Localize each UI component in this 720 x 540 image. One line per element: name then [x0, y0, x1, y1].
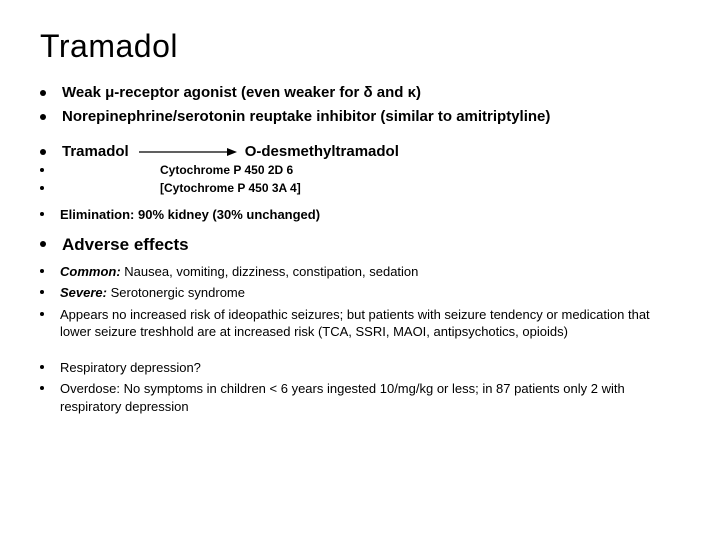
bullet-icon [40, 365, 44, 369]
adverse-row: Severe: Serotonergic syndrome [40, 284, 680, 302]
cytochrome-row: Cytochrome P 450 2D 6 [40, 162, 680, 178]
bullet-icon [40, 312, 44, 316]
bullet-text: Weak μ-receptor agonist (even weaker for… [62, 83, 421, 103]
respiratory-row: Respiratory depression? [40, 359, 680, 377]
adverse-text: Common: Nausea, vomiting, dizziness, con… [60, 263, 418, 281]
cytochrome-text: [Cytochrome P 450 3A 4] [60, 180, 301, 196]
bullet-icon [40, 149, 46, 155]
cytochrome-text: Cytochrome P 450 2D 6 [60, 162, 293, 178]
respiratory-row: Overdose: No symptoms in children < 6 ye… [40, 380, 680, 415]
elimination-text: Elimination: 90% kidney (30% unchanged) [60, 206, 320, 224]
adverse-row: Common: Nausea, vomiting, dizziness, con… [40, 263, 680, 281]
metabolism-row: Tramadol O-desmethyltramadol [40, 142, 680, 162]
slide-title: Tramadol [40, 28, 680, 65]
respiratory-text: Respiratory depression? [60, 359, 201, 377]
bullet-icon [40, 90, 46, 96]
respiratory-text: Overdose: No symptoms in children < 6 ye… [60, 380, 680, 415]
adverse-label: Severe: [60, 285, 107, 300]
bullet-icon [40, 114, 46, 120]
bullet-icon [40, 386, 44, 390]
adverse-title: Adverse effects [62, 234, 189, 257]
adverse-row: Appears no increased risk of ideopathic … [40, 306, 680, 341]
adverse-text: Severe: Serotonergic syndrome [60, 284, 245, 302]
bullet-group-mechanism: Weak μ-receptor agonist (even weaker for… [40, 83, 680, 128]
metabolism-text: Tramadol O-desmethyltramadol [62, 142, 399, 162]
adverse-label: Common: [60, 264, 121, 279]
adverse-body: Serotonergic syndrome [107, 285, 245, 300]
bullet-text: Norepinephrine/serotonin reuptake inhibi… [62, 107, 550, 127]
adverse-title-row: Adverse effects [40, 234, 680, 257]
bullet-icon [40, 269, 44, 273]
arrow-icon [137, 146, 237, 158]
bullet-icon [40, 290, 44, 294]
metabolism-left: Tramadol [62, 142, 129, 162]
adverse-body: Nausea, vomiting, dizziness, constipatio… [121, 264, 419, 279]
bullet-group-respiratory: Respiratory depression? Overdose: No sym… [40, 359, 680, 416]
elimination-row: Elimination: 90% kidney (30% unchanged) [40, 206, 680, 224]
bullet-icon [40, 241, 46, 247]
cytochrome-row: [Cytochrome P 450 3A 4] [40, 180, 680, 196]
bullet-icon [40, 186, 44, 190]
adverse-text: Appears no increased risk of ideopathic … [60, 306, 680, 341]
bullet-row: Weak μ-receptor agonist (even weaker for… [40, 83, 680, 103]
slide: Tramadol Weak μ-receptor agonist (even w… [0, 0, 720, 540]
bullet-icon [40, 212, 44, 216]
metabolism-right: O-desmethyltramadol [245, 142, 399, 162]
bullet-row: Norepinephrine/serotonin reuptake inhibi… [40, 107, 680, 127]
bullet-icon [40, 168, 44, 172]
